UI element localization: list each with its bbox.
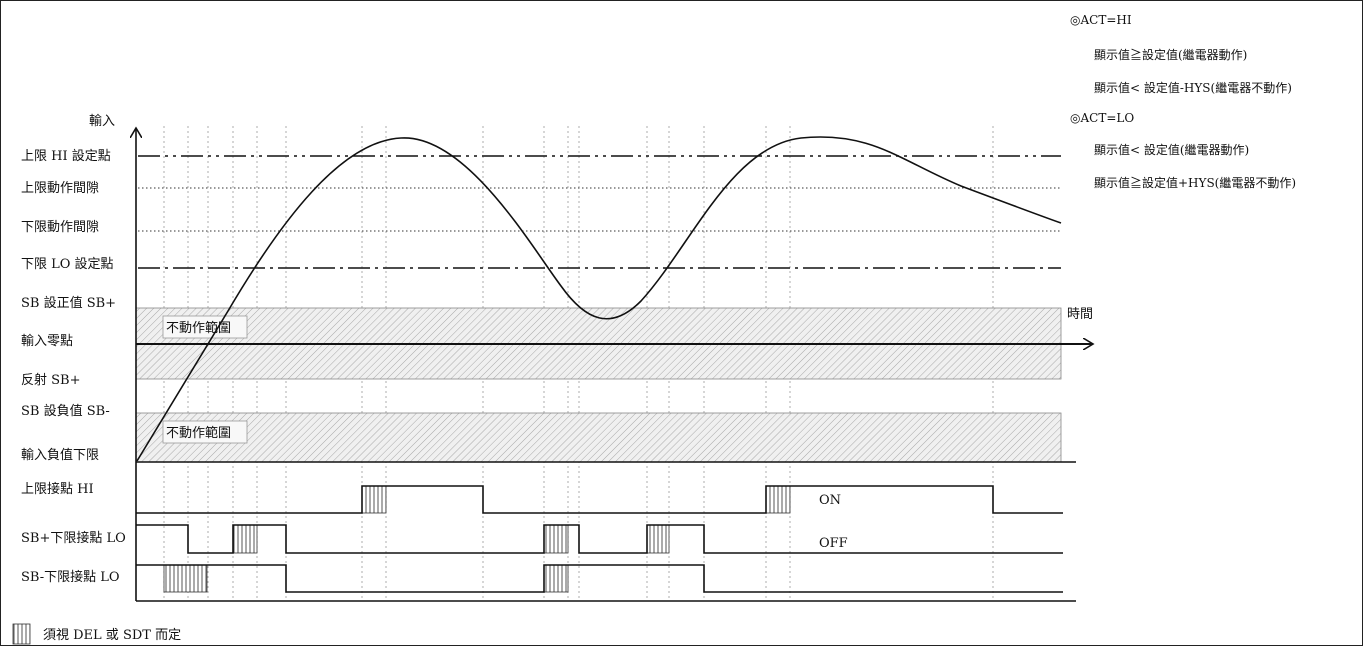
svg-text:不動作範圍: 不動作範圍 (166, 426, 231, 441)
y-axis-title: 輸入 (89, 114, 115, 129)
dead-band-lower (135, 412, 1062, 463)
act-hi-line2: 顯示值< 設定值-HYS(繼電器不動作) (1094, 80, 1292, 95)
waveform-lo-plus (136, 524, 1063, 554)
act-hi-line1: 顯示值≧設定值(繼電器動作) (1094, 47, 1247, 62)
act-lo-title: ◎ACT=LO (1070, 111, 1134, 125)
label-lo-gap: 下限動作間隙 (21, 220, 99, 235)
input-signal-curve (136, 136, 1062, 462)
label-sb-plus: SB 設正值 SB+ (21, 295, 116, 311)
delay-block (543, 564, 569, 593)
label-contact-lo-plus: SB+下限接點 LO (21, 530, 126, 546)
label-contact-lo-minus: SB-下限接點 LO (21, 569, 120, 585)
label-hi-setpoint: 上限 HI 設定點 (21, 148, 111, 164)
delay-block (543, 524, 569, 554)
act-lo-line1: 顯示值< 設定值(繼電器動作) (1094, 142, 1249, 157)
time-guides (163, 126, 994, 601)
label-reflect: 反射 SB+ (21, 372, 80, 388)
label-hi-gap: 上限動作間隙 (21, 181, 99, 196)
dead-band-upper-label: 不動作範圍 (162, 315, 248, 339)
delay-blocks (163, 485, 791, 593)
waveform-hi (136, 485, 1063, 514)
delay-block (361, 485, 387, 514)
act-lo-line2: 顯示值≧設定值+HYS(繼電器不動作) (1094, 175, 1296, 190)
on-label: ON (819, 493, 841, 508)
label-contact-hi: 上限接點 HI (21, 481, 94, 497)
legend-swatch (12, 623, 31, 645)
off-label: OFF (819, 536, 848, 551)
waveform-lo-minus (136, 564, 1063, 593)
act-hi-title: ◎ACT=HI (1070, 13, 1132, 27)
label-zero: 輸入零點 (21, 334, 73, 349)
label-neg-limit: 輸入負值下限 (21, 447, 99, 463)
label-lo-setpoint: 下限 LO 設定點 (21, 256, 114, 272)
delay-block (765, 485, 791, 514)
legend-text: 須視 DEL 或 SDT 而定 (43, 628, 181, 643)
label-sb-minus: SB 設負值 SB- (21, 403, 110, 419)
delay-block (163, 564, 208, 593)
dead-band-lower-label: 不動作範圍 (162, 420, 248, 444)
delay-block (646, 524, 670, 554)
delay-block (232, 524, 258, 554)
x-axis-title: 時間 (1067, 307, 1093, 322)
act-notes: ◎ACT=HI 顯示值≧設定值(繼電器動作) 顯示值< 設定值-HYS(繼電器不… (1070, 13, 1296, 190)
